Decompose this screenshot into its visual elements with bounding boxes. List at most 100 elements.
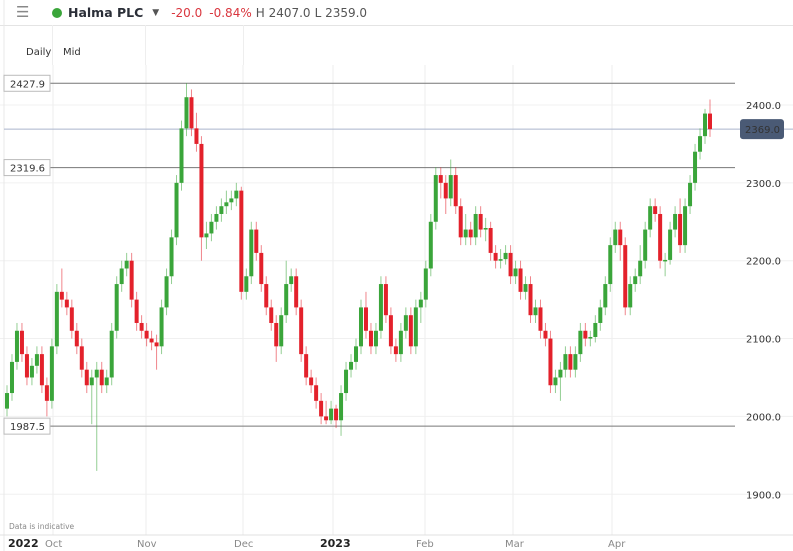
candle-down (64, 299, 69, 308)
candle-down (583, 330, 588, 339)
candle-up (344, 369, 349, 394)
candle-down (388, 315, 393, 347)
candle-up (14, 330, 19, 362)
candle-down (149, 338, 154, 343)
candle-up (523, 284, 528, 292)
y-tick-label: 2000.0 (746, 412, 781, 423)
candle-down (468, 229, 473, 238)
candle-down (618, 229, 623, 246)
candle-up (473, 213, 478, 238)
candle-up (503, 252, 508, 260)
x-axis-label: Nov (137, 539, 157, 550)
candle-up (558, 369, 563, 378)
candle-up (164, 276, 169, 308)
candle-up (179, 128, 184, 183)
candle-down (383, 284, 388, 316)
candle-up (603, 284, 608, 308)
candle-up (109, 330, 114, 378)
candle-down (653, 206, 658, 214)
candle-up (588, 336, 593, 339)
y-tick-label: 2300.0 (746, 179, 781, 190)
candle-down (393, 346, 398, 355)
candle-down (59, 291, 64, 300)
candle-down (69, 307, 74, 331)
candle-down (74, 330, 79, 347)
price-level-label: 1987.5 (10, 422, 45, 433)
instrument-name[interactable]: Halma PLC (68, 5, 144, 20)
candle-up (249, 229, 254, 277)
candle-up (224, 202, 229, 207)
candle-up (668, 229, 673, 260)
candle-down (254, 229, 259, 253)
candle-up (279, 315, 284, 347)
candle-down (408, 315, 413, 347)
candle-up (229, 198, 234, 203)
candle-up (433, 175, 438, 222)
toolbar-divider (243, 25, 244, 65)
candle-up (204, 233, 209, 238)
price-type-button[interactable]: Mid (63, 47, 81, 58)
candle-up (119, 268, 124, 285)
candle-down (199, 143, 204, 238)
candle-up (9, 361, 14, 394)
candle-up (448, 175, 453, 199)
candle-up (418, 299, 423, 308)
candle-down (543, 330, 548, 339)
candle-down (194, 128, 199, 144)
y-tick-label: 2200.0 (746, 257, 781, 268)
candle-up (159, 307, 164, 347)
candle-up (54, 291, 59, 347)
instrument-header: ☰ Halma PLC ▼ -20.0 -0.84% H 2407.0 L 23… (0, 0, 793, 26)
hamburger-icon[interactable]: ☰ (16, 3, 30, 21)
candle-up (673, 213, 678, 230)
day-high: H 2407.0 (255, 5, 311, 20)
candle-up (174, 182, 179, 238)
candle-down (274, 322, 279, 347)
candle-down (518, 268, 523, 292)
candle-up (553, 377, 558, 386)
candle-down (478, 213, 483, 230)
x-axis-label: 2023 (320, 537, 351, 550)
candle-up (578, 330, 583, 355)
candle-up (498, 259, 503, 261)
candle-up (354, 346, 359, 362)
candle-down (678, 213, 683, 246)
x-axis-label: 2022 (8, 537, 39, 550)
caret-down-icon[interactable]: ▼ (152, 7, 160, 18)
candle-up (339, 393, 344, 421)
candle-up (693, 151, 698, 183)
candle-up (89, 377, 94, 386)
price-change: -20.0 (171, 5, 203, 20)
candle-down (39, 354, 44, 386)
price-level-label-box (3, 417, 51, 435)
toolbar-divider (52, 25, 53, 65)
candle-up (628, 284, 633, 308)
candle-up (608, 245, 613, 285)
candle-up (613, 229, 618, 246)
candle-up (688, 182, 693, 207)
x-axis-label: Oct (45, 539, 62, 550)
candle-up (289, 276, 294, 285)
candle-up (329, 408, 334, 421)
interval-button[interactable]: Daily (26, 47, 52, 58)
candle-up (573, 354, 578, 370)
candle-up (358, 307, 363, 347)
candle-down (438, 175, 443, 183)
candle-down (99, 369, 104, 386)
candle-down (24, 354, 29, 378)
x-axis-label: Apr (608, 539, 626, 550)
candle-up (49, 346, 54, 401)
candle-down (319, 400, 324, 417)
candle-up (463, 229, 468, 238)
price-level-label: 2427.9 (10, 79, 45, 90)
day-low: L 2359.0 (314, 5, 368, 20)
candle-up (638, 260, 643, 277)
price-level-label-box (3, 159, 51, 177)
x-axis-label: Feb (416, 539, 434, 550)
candle-up (29, 365, 34, 378)
candle-down (548, 338, 553, 386)
candle-down (324, 416, 329, 421)
candle-up (483, 228, 488, 230)
candle-down (493, 252, 498, 261)
